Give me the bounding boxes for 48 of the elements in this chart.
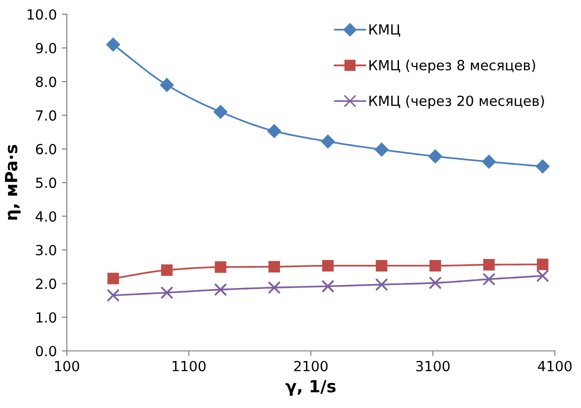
point (214, 261, 226, 273)
point (536, 258, 548, 270)
point (107, 272, 119, 284)
point (536, 160, 550, 174)
y-tick-label: 6.0 (36, 144, 56, 154)
point (321, 134, 335, 148)
point (106, 288, 120, 302)
y-tick-label: 4.0 (36, 211, 56, 222)
y-tick-label: 5.0 (36, 178, 56, 188)
point (376, 260, 388, 272)
point (375, 278, 388, 292)
legend-label: КМЦ (через 8 месяцев) (369, 60, 536, 74)
point (214, 105, 228, 119)
point (106, 38, 120, 52)
y-axis-title: η, мPa·s (4, 144, 21, 220)
point (482, 272, 496, 286)
y-tick-label: 10.0 (28, 9, 56, 20)
point (160, 286, 174, 300)
y-tick-label: 7.0 (36, 110, 56, 121)
x-tick-label: 3100 (416, 360, 450, 372)
y-tick-label: 0.0 (36, 346, 56, 356)
y-tick-label: 8.0 (36, 76, 56, 88)
legend-label: КМЦ (через 20 месяцев) (369, 95, 544, 109)
y-tick-label: 2.0 (36, 278, 56, 290)
x-tick-label: 100 (55, 360, 80, 372)
point (482, 154, 496, 169)
point (268, 260, 280, 272)
point (536, 269, 550, 282)
point (428, 276, 442, 290)
y-tick-label: 3.0 (36, 244, 56, 256)
point (160, 78, 174, 92)
point (374, 142, 388, 156)
point (214, 283, 228, 296)
point (268, 281, 281, 294)
x-tick-label: 4100 (538, 360, 572, 372)
point (428, 150, 442, 164)
x-tick-label: 2100 (294, 360, 328, 372)
point (322, 260, 334, 272)
point (430, 260, 442, 272)
point (267, 124, 282, 138)
point (483, 258, 495, 270)
legend-label: КМЦ (369, 24, 400, 37)
y-tick-label: 9.0 (36, 42, 56, 54)
x-axis-title: γ, 1/s (286, 380, 336, 396)
x-tick-label: 1100 (172, 360, 206, 372)
point (161, 264, 173, 276)
y-tick-label: 1.0 (36, 312, 56, 323)
point (321, 280, 334, 293)
